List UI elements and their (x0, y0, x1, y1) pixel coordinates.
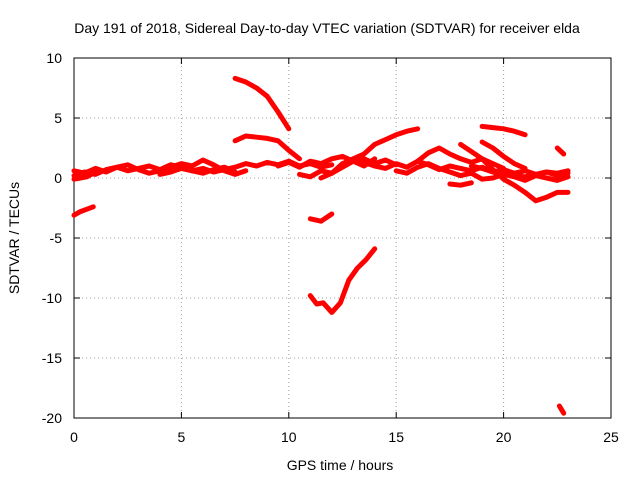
series-track-16 (447, 180, 474, 188)
series-track-11 (307, 246, 378, 315)
series-track-17 (468, 163, 571, 180)
x-tick-label: 25 (603, 429, 619, 445)
y-tick-label: -5 (50, 230, 63, 246)
x-axis-title: GPS time / hours (287, 457, 394, 473)
series-track-7 (232, 133, 302, 162)
series-track-8 (275, 153, 399, 170)
series-track-20 (458, 141, 571, 204)
series-track-3 (71, 168, 103, 182)
series-track-10 (307, 211, 335, 224)
x-tick-label: 5 (178, 429, 186, 445)
y-axis-title: SDTVAR / TECUs (6, 182, 22, 294)
y-tick-label: 10 (46, 50, 62, 66)
axis-ticks: 0 5 10 15 20 25 -20 -15 -10 -5 0 5 10 (42, 50, 619, 445)
y-tick-label: 5 (54, 110, 62, 126)
y-tick-label: 0 (54, 170, 62, 186)
series-track-19 (479, 139, 528, 171)
x-tick-label: 15 (388, 429, 404, 445)
series-track-14 (393, 161, 571, 183)
series-track-21 (554, 145, 567, 157)
y-tick-label: -15 (42, 350, 62, 366)
series-track-5 (157, 164, 238, 177)
chart-title: Day 191 of 2018, Sidereal Day-to-day VTE… (74, 20, 580, 36)
series-track-4 (71, 204, 96, 218)
series-track-18 (479, 123, 528, 138)
y-tick-label: -20 (42, 410, 62, 426)
x-tick-label: 10 (281, 429, 297, 445)
data-series (71, 75, 571, 416)
y-tick-label: -10 (42, 290, 62, 306)
x-tick-label: 20 (496, 429, 512, 445)
x-tick-label: 0 (70, 429, 78, 445)
series-track-12 (318, 126, 421, 181)
series-track-22 (556, 403, 567, 416)
series-track-6 (232, 75, 292, 132)
series-track-15 (415, 145, 507, 171)
